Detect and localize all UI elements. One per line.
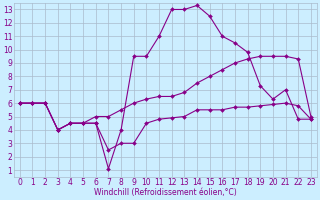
X-axis label: Windchill (Refroidissement éolien,°C): Windchill (Refroidissement éolien,°C) xyxy=(94,188,237,197)
